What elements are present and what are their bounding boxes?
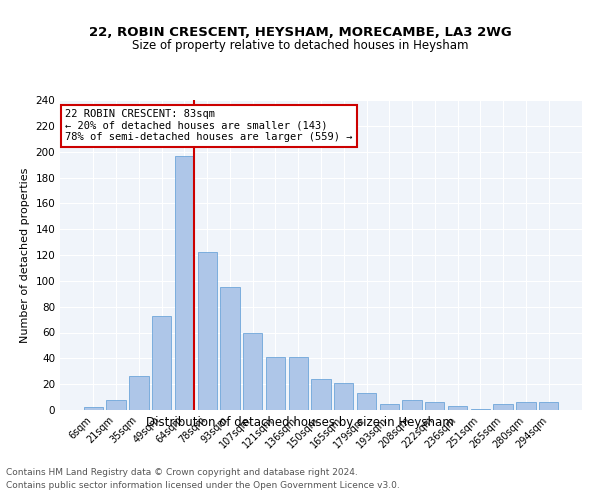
Bar bbox=[175, 156, 194, 410]
Bar bbox=[448, 406, 467, 410]
Text: 22, ROBIN CRESCENT, HEYSHAM, MORECAMBE, LA3 2WG: 22, ROBIN CRESCENT, HEYSHAM, MORECAMBE, … bbox=[89, 26, 511, 39]
Bar bbox=[84, 408, 103, 410]
Bar bbox=[470, 408, 490, 410]
Text: Contains public sector information licensed under the Open Government Licence v3: Contains public sector information licen… bbox=[6, 482, 400, 490]
Bar bbox=[516, 402, 536, 410]
Bar bbox=[334, 383, 353, 410]
Text: Distribution of detached houses by size in Heysham: Distribution of detached houses by size … bbox=[146, 416, 454, 429]
Bar bbox=[539, 402, 558, 410]
Bar bbox=[493, 404, 513, 410]
Text: 22 ROBIN CRESCENT: 83sqm
← 20% of detached houses are smaller (143)
78% of semi-: 22 ROBIN CRESCENT: 83sqm ← 20% of detach… bbox=[65, 110, 353, 142]
Bar bbox=[220, 288, 239, 410]
Y-axis label: Number of detached properties: Number of detached properties bbox=[20, 168, 30, 342]
Text: Size of property relative to detached houses in Heysham: Size of property relative to detached ho… bbox=[132, 38, 468, 52]
Bar bbox=[289, 357, 308, 410]
Bar bbox=[129, 376, 149, 410]
Bar bbox=[403, 400, 422, 410]
Bar bbox=[357, 393, 376, 410]
Bar bbox=[197, 252, 217, 410]
Bar bbox=[266, 357, 285, 410]
Text: Contains HM Land Registry data © Crown copyright and database right 2024.: Contains HM Land Registry data © Crown c… bbox=[6, 468, 358, 477]
Bar bbox=[311, 379, 331, 410]
Bar bbox=[243, 332, 262, 410]
Bar bbox=[106, 400, 126, 410]
Bar bbox=[152, 316, 172, 410]
Bar bbox=[380, 404, 399, 410]
Bar bbox=[425, 402, 445, 410]
